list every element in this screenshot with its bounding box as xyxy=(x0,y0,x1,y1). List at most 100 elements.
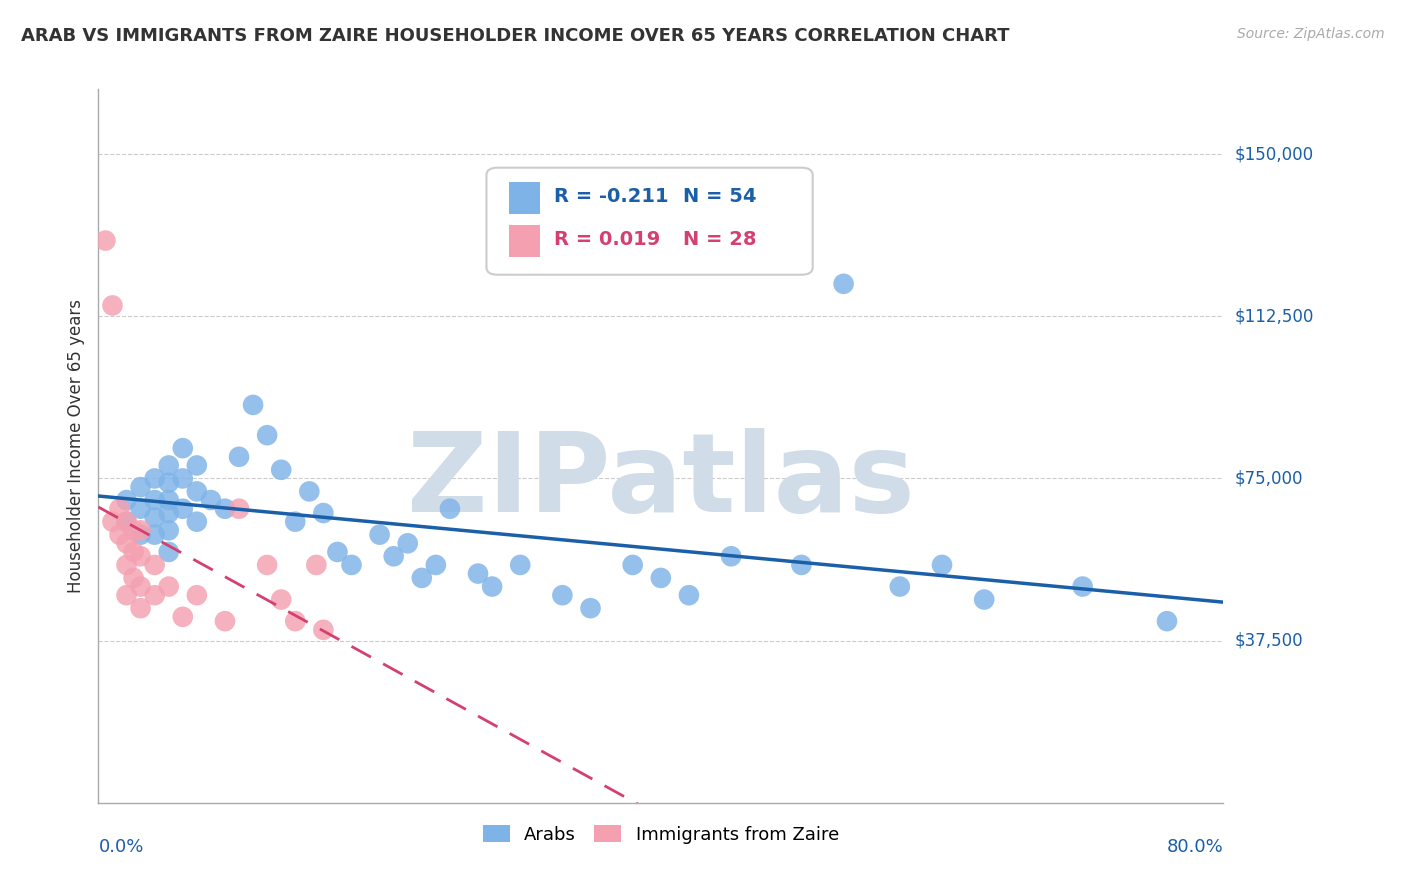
Point xyxy=(284,614,307,628)
Point xyxy=(256,558,278,572)
Point xyxy=(157,524,180,538)
Text: $37,500: $37,500 xyxy=(1234,632,1303,649)
Point xyxy=(650,571,672,585)
Point xyxy=(108,501,131,516)
Point xyxy=(467,566,489,581)
Point xyxy=(172,441,194,455)
Point xyxy=(122,571,145,585)
Point xyxy=(256,428,278,442)
Point xyxy=(122,545,145,559)
Bar xyxy=(509,225,540,257)
Point xyxy=(129,549,152,564)
Point xyxy=(832,277,855,291)
Text: $150,000: $150,000 xyxy=(1234,145,1313,163)
Text: $112,500: $112,500 xyxy=(1234,307,1313,326)
Point xyxy=(551,588,574,602)
Point xyxy=(186,484,208,499)
Text: R = 0.019: R = 0.019 xyxy=(554,229,661,249)
Point xyxy=(108,527,131,541)
Point xyxy=(214,614,236,628)
Point xyxy=(312,623,335,637)
Point xyxy=(284,515,307,529)
Text: ARAB VS IMMIGRANTS FROM ZAIRE HOUSEHOLDER INCOME OVER 65 YEARS CORRELATION CHART: ARAB VS IMMIGRANTS FROM ZAIRE HOUSEHOLDE… xyxy=(21,27,1010,45)
Point xyxy=(129,524,152,538)
Point xyxy=(115,515,138,529)
Point xyxy=(157,493,180,508)
Text: N = 28: N = 28 xyxy=(683,229,756,249)
Point xyxy=(214,501,236,516)
Point xyxy=(242,398,264,412)
Point xyxy=(101,515,124,529)
Point xyxy=(172,501,194,516)
Legend: Arabs, Immigrants from Zaire: Arabs, Immigrants from Zaire xyxy=(475,818,846,851)
Point xyxy=(228,501,250,516)
Point xyxy=(720,549,742,564)
Point xyxy=(305,558,328,572)
Point xyxy=(143,471,166,485)
Point xyxy=(143,527,166,541)
Point xyxy=(129,527,152,541)
Point xyxy=(326,545,349,559)
Bar xyxy=(509,182,540,214)
Point xyxy=(579,601,602,615)
Text: $75,000: $75,000 xyxy=(1234,469,1303,487)
Text: Source: ZipAtlas.com: Source: ZipAtlas.com xyxy=(1237,27,1385,41)
Point xyxy=(931,558,953,572)
Point xyxy=(312,506,335,520)
FancyBboxPatch shape xyxy=(486,168,813,275)
Point xyxy=(122,524,145,538)
Point xyxy=(186,588,208,602)
Point xyxy=(115,493,138,508)
Text: 0.0%: 0.0% xyxy=(98,838,143,856)
Point xyxy=(143,588,166,602)
Point xyxy=(678,588,700,602)
Point xyxy=(115,536,138,550)
Point xyxy=(157,545,180,559)
Point xyxy=(270,463,292,477)
Point xyxy=(157,580,180,594)
Point xyxy=(228,450,250,464)
Point xyxy=(340,558,363,572)
Point xyxy=(129,501,152,516)
Point xyxy=(973,592,995,607)
Point xyxy=(200,493,222,508)
Point xyxy=(425,558,447,572)
Point xyxy=(143,558,166,572)
Point xyxy=(129,580,152,594)
Point xyxy=(157,475,180,490)
Point xyxy=(270,592,292,607)
Point xyxy=(509,558,531,572)
Point xyxy=(790,558,813,572)
Point xyxy=(368,527,391,541)
Point xyxy=(481,580,503,594)
Y-axis label: Householder Income Over 65 years: Householder Income Over 65 years xyxy=(66,299,84,593)
Point xyxy=(172,610,194,624)
Point xyxy=(439,501,461,516)
Point xyxy=(382,549,405,564)
Point xyxy=(115,588,138,602)
Point xyxy=(143,510,166,524)
Point xyxy=(411,571,433,585)
Point xyxy=(186,515,208,529)
Point xyxy=(157,506,180,520)
Text: N = 54: N = 54 xyxy=(683,186,756,206)
Text: ZIPatlas: ZIPatlas xyxy=(406,428,915,535)
Point xyxy=(1156,614,1178,628)
Point xyxy=(143,493,166,508)
Point xyxy=(129,480,152,494)
Point xyxy=(396,536,419,550)
Point xyxy=(94,234,117,248)
Point xyxy=(115,558,138,572)
Text: R = -0.211: R = -0.211 xyxy=(554,186,669,206)
Point xyxy=(298,484,321,499)
Point xyxy=(889,580,911,594)
Point xyxy=(1071,580,1094,594)
Point xyxy=(115,515,138,529)
Point xyxy=(621,558,644,572)
Text: 80.0%: 80.0% xyxy=(1167,838,1223,856)
Point xyxy=(129,601,152,615)
Point xyxy=(101,298,124,312)
Point xyxy=(157,458,180,473)
Point xyxy=(172,471,194,485)
Point xyxy=(186,458,208,473)
